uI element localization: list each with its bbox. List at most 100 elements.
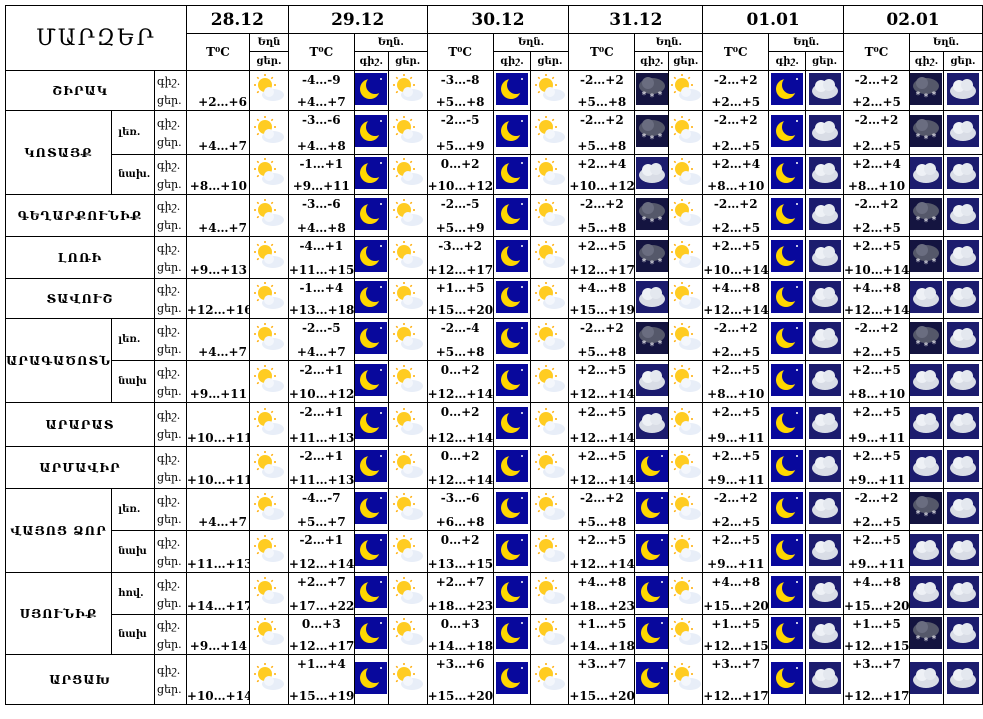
day-temp: +13…+15 (427, 557, 494, 571)
night-weather-cell (492, 572, 532, 615)
night-temp: -2…+2 (854, 113, 899, 127)
daynight-labels: գիշ. ցեր. (154, 70, 187, 111)
temp-cell: +2…+4 +8…+10 (702, 154, 770, 195)
sun-cloud-icon (534, 492, 566, 528)
moon-icon (496, 363, 529, 400)
sun-cloud-icon (670, 322, 702, 358)
day-weather-cell (530, 572, 570, 615)
night-weather-cell (634, 488, 670, 531)
temp-cell: -2…+1 +12…+14 (287, 530, 355, 573)
temp-cell: -4…-9 +4…+7 (287, 70, 355, 111)
day-weather-cell (248, 530, 289, 573)
svg-text:*: * (932, 91, 937, 101)
date-header: 02.01 (843, 5, 983, 34)
svg-text:*: * (932, 340, 937, 350)
temp-cell: +9…+14 (185, 614, 250, 655)
cloud-icon (946, 72, 979, 109)
night-temp: 0…+3 (301, 617, 341, 631)
sun-cloud-icon (392, 450, 424, 486)
sun-cloud-icon (670, 450, 702, 486)
table-row: ԱՐԱՐԱՏ գիշ. ցեր. +10…+11 -2…+1 +11…+13 0…+2 +12… (4, 402, 983, 447)
sun-cloud-icon (534, 322, 566, 358)
svg-text:*: * (916, 340, 921, 350)
night-weather-cell (353, 446, 389, 489)
night-temp: -3…-8 (440, 73, 480, 87)
temp-cell: -2…+1 +11…+13 (287, 402, 355, 447)
temp-cell: -2…+2 +5…+8 (568, 110, 636, 155)
sun-cloud-icon (670, 576, 702, 612)
cloud-icon (946, 406, 979, 443)
cloud-icon (910, 533, 943, 570)
sun-cloud-icon (253, 115, 285, 151)
temp-cell: +11…+13 (185, 530, 250, 573)
day-temp: +12…+14 (569, 473, 635, 487)
night-temp: -2…-5 (440, 197, 480, 211)
cloud-icon (946, 575, 979, 612)
temp-cell: -2…+2 +5…+8 (568, 318, 636, 361)
day-temp: +14…+18 (427, 639, 494, 653)
daynight-labels: գիշ. ցեր. (154, 154, 187, 195)
sun-cloud-icon (670, 407, 702, 443)
night-temp: +2…+5 (852, 405, 901, 419)
cloud-icon (946, 661, 979, 698)
cloud-icon (910, 575, 943, 612)
day-temp: +12…+14 (844, 303, 910, 317)
daynight-labels: գիշ. ցեր. (154, 572, 187, 615)
temp-cell: +4…+7 (185, 318, 250, 361)
day-weather-cell (942, 446, 983, 489)
day-weather-cell (805, 488, 845, 531)
sun-cloud-icon (253, 322, 285, 358)
svg-text:*: * (916, 258, 921, 268)
day-temp: +12…+17 (288, 639, 355, 653)
night-weather-cell (768, 110, 807, 155)
cloud-icon (910, 280, 943, 317)
day-weather-cell (248, 154, 289, 195)
day-weather-cell (668, 110, 704, 155)
temp-cell: +2…+5 +9…+11 (843, 530, 910, 573)
day-temp: +8…+10 (707, 387, 765, 401)
temp-cell: +10…+14 (185, 654, 250, 705)
moon-icon (355, 156, 388, 193)
day-weather-cell (668, 614, 704, 655)
night-temp: +3…+7 (577, 657, 627, 671)
night-header: գիշ. (768, 51, 807, 71)
temp-cell: +2…+5 +8…+10 (843, 360, 910, 403)
svg-text:*: * (642, 340, 647, 350)
table-row: ՎԱՅՈՑ ՁՈՐ լեռ. գիշ. ցեր. +4…+7 -4…-7 +5…+7 -3…-… (4, 488, 983, 573)
night-weather-cell (634, 530, 670, 573)
daynight-labels: գիշ. ցեր. (154, 360, 187, 403)
date-header: 29.12 (287, 5, 428, 34)
sun-cloud-icon (534, 364, 566, 400)
night-weather-cell (768, 194, 807, 237)
region-name: ՇԻՐԱԿ (4, 70, 156, 111)
day-temp: +4…+7 (198, 139, 247, 153)
subregion-name: նախ (111, 530, 156, 573)
day-temp: +4…+8 (296, 139, 346, 153)
night-temp: +2…+5 (711, 239, 761, 253)
svg-text:*: * (642, 258, 647, 268)
day-temp: +5…+8 (577, 221, 627, 235)
moon-icon (355, 616, 388, 653)
moon-icon (635, 616, 668, 653)
sun-cloud-icon (253, 73, 285, 109)
temp-cell: -2…+2 +2…+5 (702, 488, 770, 531)
night-weather-cell (353, 654, 389, 705)
svg-text:*: * (658, 258, 663, 268)
sun-cloud-icon (392, 240, 424, 276)
sun-cloud-icon (253, 407, 285, 443)
temp-cell: +2…+5 +12…+14 (568, 360, 636, 403)
night-temp: -2…+2 (854, 73, 899, 87)
moon-icon (355, 661, 388, 698)
day-temp: +10…+12 (569, 179, 635, 193)
night-weather-cell (768, 572, 807, 615)
day-temp: +12…+17 (569, 263, 635, 277)
day-temp: +14…+17 (186, 599, 250, 613)
moon-icon (496, 156, 529, 193)
moon-icon (496, 616, 529, 653)
sun-cloud-icon (392, 662, 424, 698)
moon-icon (771, 156, 804, 193)
snow-cloud-icon: * * * (910, 616, 943, 653)
temp-cell: +4…+8 +18…+23 (568, 572, 636, 615)
day-weather-cell (387, 318, 428, 361)
day-temp: +2…+5 (711, 515, 761, 529)
